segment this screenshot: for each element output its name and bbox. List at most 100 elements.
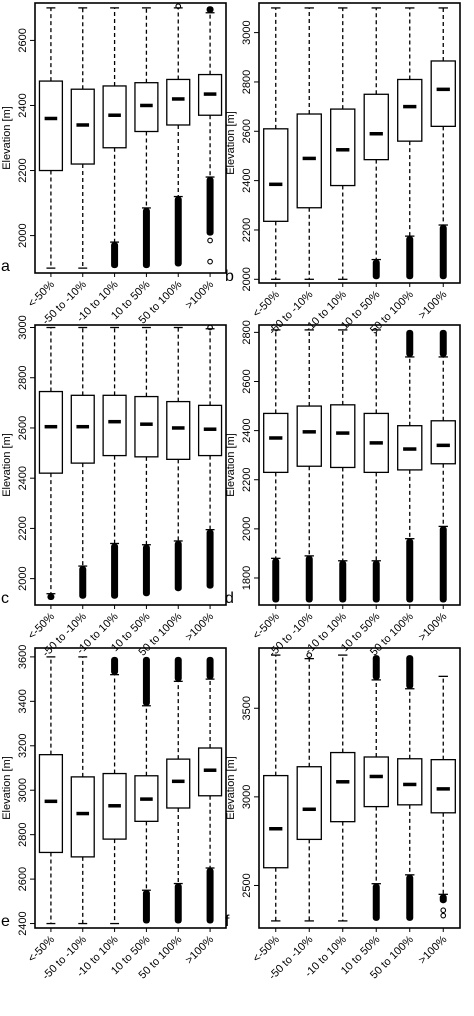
x-tick-label: >100% (416, 288, 449, 321)
iqr-box (363, 756, 389, 808)
y-tick-label: 2800 (17, 365, 29, 389)
box-4 (363, 655, 389, 921)
iqr-box (263, 128, 289, 222)
box-4 (134, 7, 159, 269)
box-5 (397, 7, 423, 280)
box-6 (430, 7, 456, 280)
box-1 (263, 654, 289, 922)
outlier-point (440, 912, 447, 919)
y-tick-label: 3500 (241, 696, 253, 720)
outlier-cluster-high (406, 655, 414, 689)
box-5 (166, 656, 191, 924)
box-4 (363, 7, 389, 280)
iqr-box (38, 80, 64, 172)
box-2 (296, 652, 322, 922)
y-axis-label: Elevation [m] (225, 756, 237, 820)
y-tick-label: 2600 (241, 369, 253, 393)
y-tick-label: 2600 (241, 119, 253, 143)
plot-frame (258, 2, 461, 284)
box-2 (70, 656, 95, 925)
iqr-box (166, 78, 191, 126)
iqr-box (38, 754, 64, 854)
iqr-box (263, 774, 289, 869)
y-tick-label: 2400 (241, 168, 253, 192)
box-5 (397, 329, 423, 603)
x-tick-label: >100% (183, 933, 216, 966)
x-tick-label: >100% (183, 278, 216, 311)
panel-letter: f (225, 913, 230, 930)
panel-letter: a (1, 258, 10, 275)
iqr-box (134, 395, 159, 458)
y-axis-label: Elevation [m] (1, 756, 13, 820)
iqr-box (330, 404, 356, 469)
outlier-cluster-low (174, 540, 182, 592)
outlier-cluster-low (406, 874, 414, 921)
x-tick-label: <-50% (251, 610, 282, 641)
iqr-box (166, 758, 191, 809)
x-tick-label: <-50% (251, 933, 282, 964)
outlier-cluster-low (372, 883, 380, 921)
outlier-cluster-high (142, 656, 150, 706)
box-3 (330, 654, 356, 922)
y-tick-label: 2400 (17, 93, 29, 117)
y-tick-label: 2200 (17, 158, 29, 182)
y-tick-label: 2400 (17, 466, 29, 490)
y-tick-label: 3000 (17, 778, 29, 802)
y-tick-label: 2800 (241, 70, 253, 94)
box-4 (134, 656, 159, 924)
x-tick-label: <-50% (26, 278, 57, 309)
y-tick-label: 2200 (241, 467, 253, 491)
y-axis-label: Elevation [m] (225, 433, 237, 497)
y-axis-label: Elevation [m] (225, 111, 237, 175)
x-tick-label: <-50% (26, 610, 57, 641)
outlier-point (207, 258, 213, 265)
outlier-cluster-low (206, 177, 214, 236)
outlier-cluster-high (206, 656, 214, 680)
box-2 (70, 7, 95, 269)
y-tick-label: 1800 (241, 566, 253, 590)
box-2 (70, 326, 95, 599)
box-2 (296, 329, 322, 603)
plot-frame (34, 2, 227, 274)
iqr-box (430, 60, 456, 127)
box-3 (330, 7, 356, 280)
y-tick-label: 2000 (241, 517, 253, 541)
outlier-cluster-low (406, 538, 414, 603)
y-tick-label: 3000 (241, 20, 253, 44)
y-axis-label: Elevation [m] (1, 106, 13, 170)
outlier-cluster-low (305, 555, 313, 603)
y-tick-label: 3400 (17, 689, 29, 713)
box-6 (430, 329, 456, 603)
y-tick-label: 2400 (241, 418, 253, 442)
outlier-cluster-high (439, 329, 447, 357)
outlier-cluster-low (439, 225, 447, 280)
y-tick-label: 2400 (17, 911, 29, 935)
outlier-cluster-high (406, 329, 414, 357)
outlier-point (207, 237, 213, 244)
iqr-box (330, 751, 356, 823)
outlier-cluster-low (339, 560, 347, 603)
outlier-cluster-low (206, 529, 214, 589)
outlier-cluster-low (372, 259, 380, 280)
x-tick-label: >100% (416, 933, 449, 966)
box-4 (363, 329, 389, 603)
box-1 (263, 329, 289, 603)
box-3 (330, 329, 356, 603)
iqr-box (263, 412, 289, 474)
panel-b: 2000 2200 2400 2600 2800 3000 Elevation [m] b <-… (225, 2, 461, 337)
outlier-point (306, 652, 313, 658)
outlier-cluster-low (406, 236, 414, 280)
iqr-box (397, 78, 423, 142)
y-tick-label: 2200 (241, 218, 253, 242)
x-tick-label: <-50% (251, 288, 282, 319)
y-tick-label: 2800 (241, 320, 253, 344)
box-5 (166, 326, 191, 592)
box-3 (102, 656, 127, 925)
plot-frame (34, 324, 227, 606)
iqr-box (296, 113, 322, 209)
outlier-point (440, 907, 447, 914)
iqr-box (430, 758, 456, 814)
plot-frame (258, 647, 461, 929)
y-tick-label: 2200 (17, 516, 29, 540)
